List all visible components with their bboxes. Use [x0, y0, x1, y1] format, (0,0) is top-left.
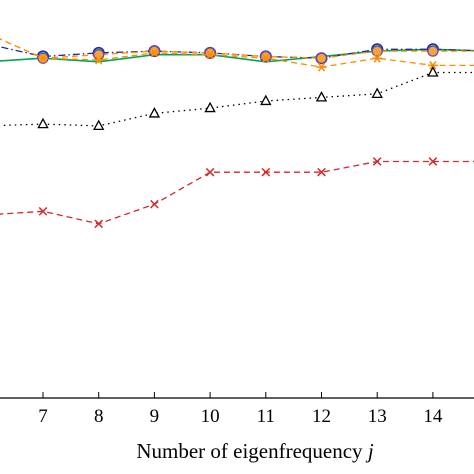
- series-line: [0, 48, 474, 63]
- data-point: [261, 167, 271, 177]
- x-axis-title: Number of eigenfrequency j: [136, 439, 373, 463]
- data-point: [94, 219, 104, 229]
- data-point: [149, 48, 160, 58]
- data-point: [38, 53, 48, 63]
- data-point: [428, 157, 438, 166]
- data-point: [372, 53, 383, 63]
- data-point: [427, 45, 439, 57]
- data-point: [204, 101, 216, 113]
- x-tick-label: 7: [38, 406, 48, 427]
- data-point: [148, 107, 161, 118]
- series-layer: [0, 38, 474, 229]
- data-point: [205, 167, 215, 177]
- data-point: [371, 87, 383, 98]
- data-point: [150, 199, 159, 209]
- data-point: [93, 49, 105, 61]
- series-1: [0, 48, 474, 63]
- data-point: [205, 50, 216, 60]
- series-line: [0, 38, 474, 59]
- data-point: [317, 167, 326, 177]
- x-ticks: 7 8 9 10 11 12 13 14: [38, 392, 443, 427]
- data-point: [260, 50, 272, 63]
- data-point: [427, 66, 439, 77]
- data-point: [315, 91, 328, 102]
- data-point: [315, 52, 328, 64]
- x-axis-title-text: Number of eigenfrequency: [136, 439, 363, 463]
- series-5: [0, 66, 474, 131]
- data-point: [93, 55, 104, 65]
- data-point: [38, 206, 48, 216]
- data-point: [148, 45, 161, 57]
- x-tick-label: 12: [312, 406, 331, 427]
- data-point: [427, 60, 438, 70]
- x-tick-label: 11: [257, 406, 275, 427]
- data-point: [260, 94, 272, 106]
- series-line: [0, 46, 474, 59]
- series-line: [0, 38, 474, 68]
- x-tick-label: 9: [150, 406, 160, 427]
- x-tick-label: 13: [368, 406, 387, 427]
- data-point: [204, 47, 216, 59]
- x-axis-title-variable: j: [365, 439, 374, 463]
- series-4: [0, 38, 474, 72]
- x-tick-label: 10: [201, 406, 220, 427]
- data-point: [37, 117, 49, 129]
- data-point: [260, 53, 271, 63]
- series-line: [0, 160, 474, 225]
- series-line: [0, 71, 474, 127]
- series-6: [0, 157, 474, 229]
- x-tick-label: 8: [94, 406, 104, 427]
- data-point: [316, 62, 327, 72]
- x-tick-label: 14: [423, 406, 443, 427]
- data-point: [372, 157, 382, 166]
- data-point: [371, 45, 383, 57]
- data-point: [93, 119, 105, 131]
